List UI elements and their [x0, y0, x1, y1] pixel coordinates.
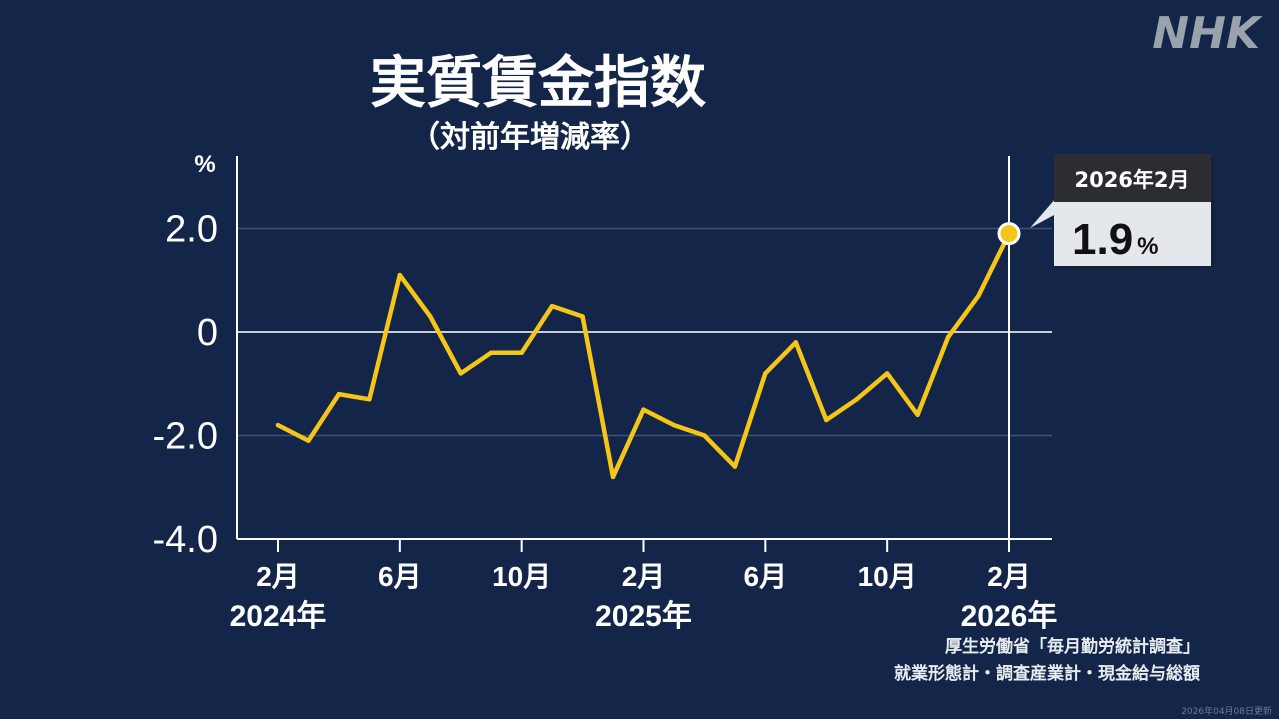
- data-point: [732, 464, 738, 469]
- chart-subtitle: （対前年増減率）: [410, 120, 650, 155]
- data-point: [519, 350, 524, 355]
- x-tick-year: 2026年: [961, 600, 1058, 633]
- data-point: [976, 293, 981, 298]
- data-point: [854, 397, 859, 402]
- data-point: [671, 422, 677, 428]
- x-tick-year: 2024年: [230, 600, 327, 633]
- nhk-logo: NHK: [1152, 8, 1263, 59]
- callout-value: 1.9: [1072, 215, 1133, 264]
- y-axis-unit: %: [194, 151, 215, 178]
- callout-unit: %: [1137, 233, 1158, 260]
- axis-layer: [236, 156, 1052, 552]
- data-point: [610, 474, 616, 480]
- data-point: [580, 314, 585, 319]
- data-point: [275, 422, 281, 428]
- y-tick-label: -2.0: [153, 416, 218, 458]
- callout-pointer: [1030, 198, 1056, 228]
- callout-body: [1054, 202, 1211, 266]
- x-tick-month: 6月: [744, 561, 788, 592]
- x-tick-month: 10月: [858, 561, 917, 592]
- x-tick-month: 6月: [378, 561, 422, 592]
- data-point: [793, 340, 798, 345]
- value-callout: 2026年2月 1.9%: [1030, 154, 1214, 269]
- x-tick-month: 2月: [622, 561, 666, 592]
- y-tick-label: 0: [197, 312, 218, 354]
- grid-layer: [237, 227, 1052, 437]
- data-point: [945, 334, 951, 340]
- y-tick-label: -4.0: [153, 519, 218, 561]
- data-point: [397, 272, 403, 278]
- data-point: [336, 391, 342, 397]
- data-point: [824, 417, 829, 423]
- data-point: [489, 350, 494, 355]
- x-tick-labels: 2月 2024年 6月 10月 2月 2025年 6月 10月 2月 2026年: [230, 561, 1058, 633]
- source-line-1: 厚生労働省「毎月勤労統計調査」: [945, 636, 1200, 657]
- source-line-2: 就業形態計・調査産業計・現金給与総額: [894, 663, 1200, 684]
- chart-title: 実質賃金指数: [370, 51, 706, 116]
- x-tick-month: 10月: [492, 561, 551, 592]
- y-tick-labels: 2.0 0 -2.0 -4.0: [153, 209, 218, 562]
- data-point: [549, 303, 555, 309]
- data-point: [702, 433, 707, 438]
- data-point: [915, 412, 920, 417]
- series-line: [275, 231, 1012, 480]
- data-point: [306, 438, 311, 443]
- data-point: [641, 407, 646, 412]
- y-tick-label: 2.0: [165, 209, 218, 251]
- x-tick-month: 2月: [987, 561, 1031, 592]
- callout-header: [1054, 154, 1211, 202]
- svg-text:1.9%: 1.9%: [1072, 215, 1159, 264]
- data-point: [428, 314, 433, 319]
- series-layer: [275, 222, 1021, 480]
- callout-date: 2026年2月: [1074, 168, 1189, 192]
- data-point: [367, 397, 372, 402]
- data-point: [763, 371, 768, 376]
- x-tick-year: 2025年: [595, 600, 692, 633]
- x-tick-month: 2月: [256, 561, 300, 592]
- update-stamp: 2026年04月08日更新: [1181, 705, 1272, 717]
- data-point: [884, 371, 890, 376]
- latest-point-marker: [997, 222, 1021, 246]
- data-point: [458, 371, 463, 376]
